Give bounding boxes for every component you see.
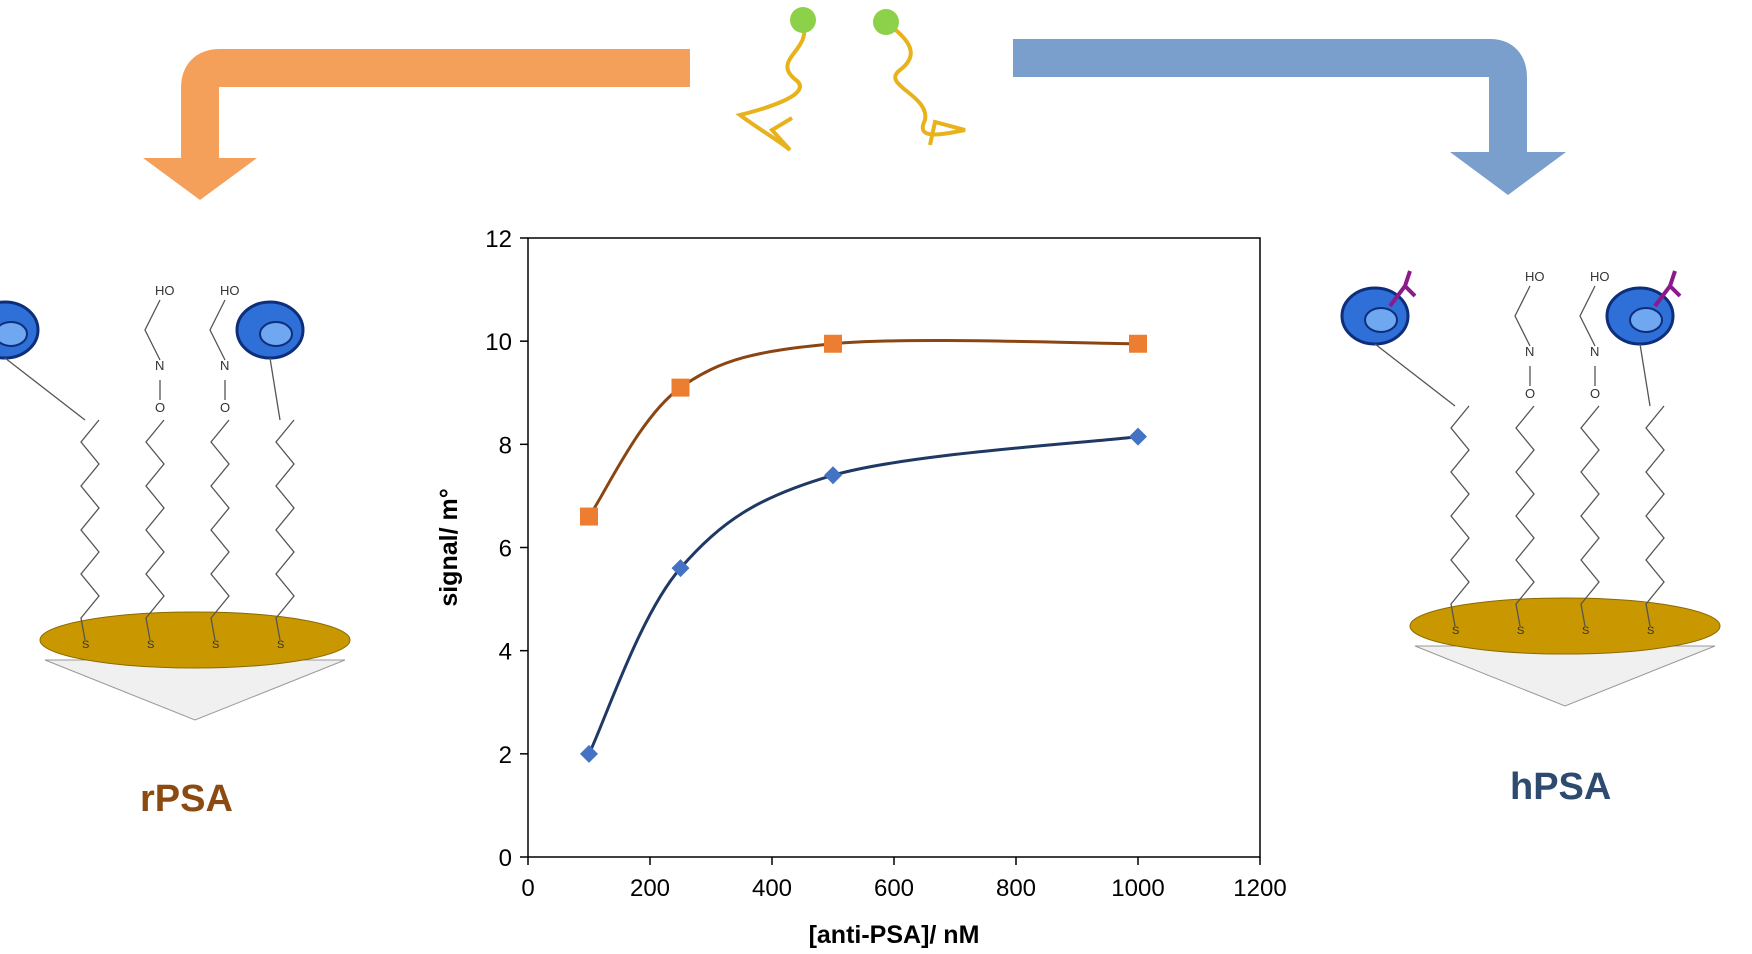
series-1-point (1129, 334, 1147, 353)
y-tick-label: 4 (499, 639, 512, 666)
y-axis-ticks: 0 2 4 6 8 10 12 (485, 226, 528, 872)
linker-bond (1514, 285, 1531, 386)
nitrogen-atom: N (155, 358, 164, 373)
data-points (580, 334, 1147, 763)
aptamer-strand-left (735, 23, 807, 152)
left-arrow-head (143, 158, 257, 200)
oxygen-atom: O (155, 400, 165, 415)
linker-bond (1579, 285, 1596, 386)
sulfur-atom: S (82, 639, 89, 651)
right-arrow-shaft (1013, 39, 1527, 155)
alkyl-chain (1580, 405, 1600, 627)
fit-curves (587, 338, 1139, 755)
alkyl-chain (1645, 405, 1665, 627)
plot-frame (527, 237, 1261, 858)
sulfur-atom: S (1517, 625, 1524, 637)
linker-bond (144, 299, 161, 400)
alkyl-chain (145, 419, 165, 641)
series-2-point (580, 744, 598, 763)
y-tick-label: 8 (499, 432, 512, 459)
hydroxyl-group: HO (220, 283, 240, 298)
right-electrode: S S O N HO S O N HO S (1340, 269, 1721, 707)
aptamer-strands (735, 7, 966, 152)
alkyl-chain (275, 419, 295, 641)
series-1-point (824, 334, 842, 353)
x-tick-label: 1200 (1233, 875, 1286, 902)
left-arrow-shaft (181, 49, 690, 165)
x-tick-label: 0 (521, 875, 534, 902)
series-1-point (671, 378, 690, 397)
y-tick-label: 6 (499, 536, 512, 563)
nitrogen-atom: N (1590, 344, 1599, 359)
x-tick-label: 400 (752, 875, 792, 902)
electrode-base (1414, 645, 1716, 707)
left-arrow (143, 49, 690, 200)
x-axis-label: [anti-PSA]/ nM (809, 921, 980, 949)
series-2-point (824, 466, 842, 485)
hydroxyl-group: HO (1590, 269, 1610, 284)
aptamer-strand-right (886, 22, 966, 146)
x-axis-ticks: 0 200 400 600 800 1000 1200 (521, 857, 1287, 902)
alkyl-chain (1450, 405, 1470, 627)
x-tick-label: 200 (630, 875, 670, 902)
protein-core (259, 321, 293, 347)
sulfur-atom: S (1582, 625, 1589, 637)
series-2-point (1129, 427, 1147, 446)
right-arrow (1013, 39, 1566, 195)
protein-core (1364, 307, 1398, 333)
glycan-structure (1388, 270, 1417, 308)
sulfur-atom: S (277, 639, 284, 651)
chart: 0 2 4 6 8 10 12 0 200 400 600 800 1000 1200 [anti-PS… (435, 226, 1287, 949)
sulfur-atom: S (1452, 625, 1459, 637)
protein-core (1629, 307, 1663, 333)
protein-linker (1374, 343, 1456, 407)
electrode-base (44, 659, 346, 721)
series-2-point (671, 559, 690, 578)
x-tick-label: 600 (874, 875, 914, 902)
series-2-curve (587, 435, 1139, 755)
series-1-curve (587, 338, 1139, 518)
x-tick-label: 800 (996, 875, 1036, 902)
y-axis-label: signal/ m° (435, 488, 463, 606)
oxygen-atom: O (220, 400, 230, 415)
protein-linker (1639, 343, 1651, 407)
alkyl-chain (80, 419, 100, 641)
y-tick-label: 12 (485, 226, 512, 253)
gold-surface (1409, 597, 1721, 655)
series-1-point (580, 507, 598, 526)
left-electrode: S S O N HO S O N HO S (0, 283, 351, 721)
hydroxyl-group: HO (155, 283, 175, 298)
right-arrow-head (1450, 152, 1566, 195)
protein-linker (4, 357, 86, 421)
y-tick-label: 2 (499, 742, 512, 769)
aptamer-bead-left (790, 7, 816, 33)
oxygen-atom: O (1525, 386, 1535, 401)
rpsa-label: rPSA (140, 778, 233, 820)
sulfur-atom: S (212, 639, 219, 651)
x-tick-label: 1000 (1111, 875, 1164, 902)
protein-core (0, 321, 28, 347)
alkyl-chain (1515, 405, 1535, 627)
oxygen-atom: O (1590, 386, 1600, 401)
aptamer-bead-right (873, 9, 899, 35)
glycan-structure (1653, 270, 1682, 308)
y-tick-label: 10 (485, 329, 512, 356)
gold-surface (39, 611, 351, 669)
hydroxyl-group: HO (1525, 269, 1545, 284)
nitrogen-atom: N (220, 358, 229, 373)
linker-bond (209, 299, 226, 400)
sulfur-atom: S (1647, 625, 1654, 637)
protein-linker (269, 357, 281, 421)
sulfur-atom: S (147, 639, 154, 651)
hpsa-label: hPSA (1510, 766, 1612, 808)
y-tick-label: 0 (499, 845, 512, 872)
alkyl-chain (210, 419, 230, 641)
nitrogen-atom: N (1525, 344, 1534, 359)
